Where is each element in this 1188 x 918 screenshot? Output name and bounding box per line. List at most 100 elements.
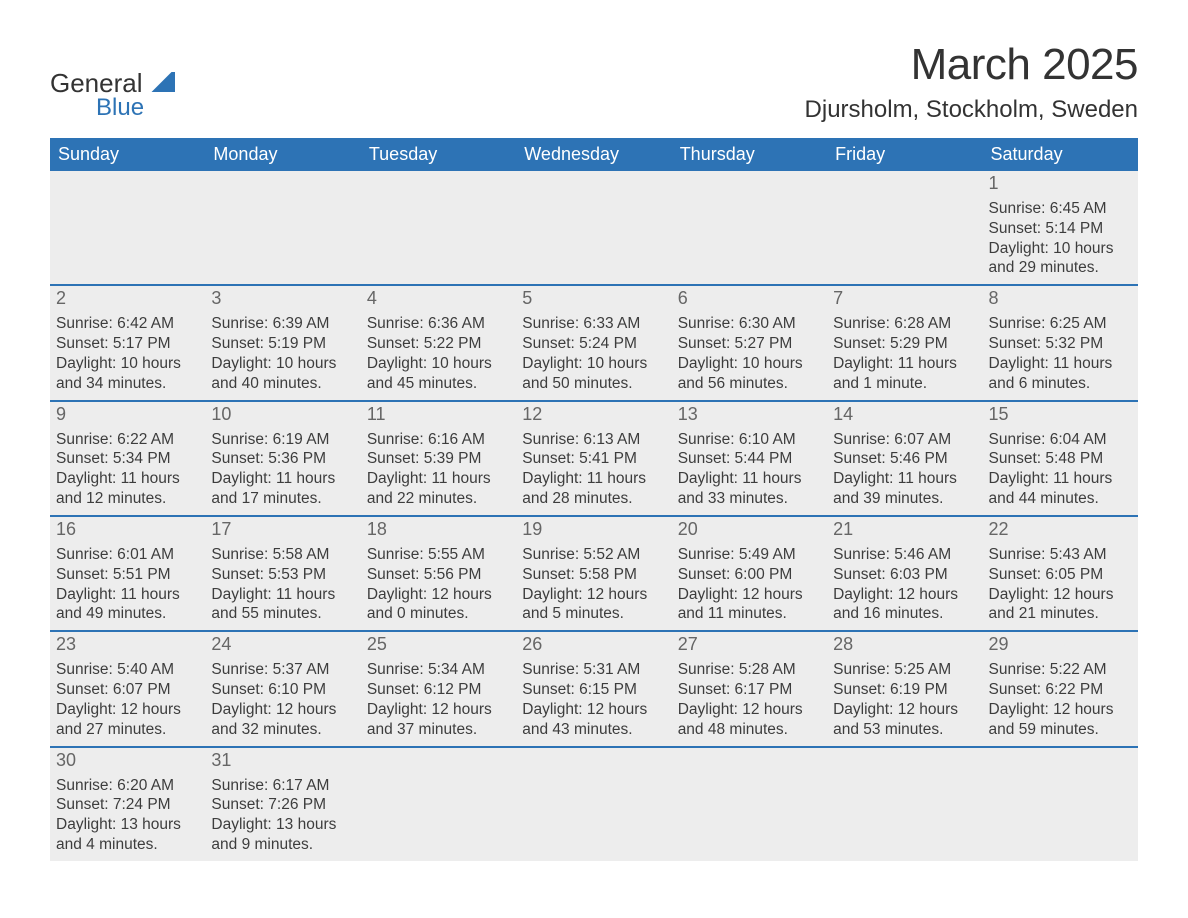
- calendar-cell: 19Sunrise: 5:52 AMSunset: 5:58 PMDayligh…: [516, 516, 671, 631]
- sunset-text: Sunset: 5:14 PM: [989, 219, 1132, 239]
- day-number-row: 2Sunrise: 6:42 AMSunset: 5:17 PMDaylight…: [50, 285, 1138, 400]
- sunset-text: Sunset: 5:32 PM: [989, 334, 1132, 354]
- day-number-row: 30Sunrise: 6:20 AMSunset: 7:24 PMDayligh…: [50, 747, 1138, 861]
- day-details: Sunrise: 6:19 AMSunset: 5:36 PMDaylight:…: [205, 428, 360, 515]
- daylight-text: Daylight: 10 hours and 50 minutes.: [522, 354, 665, 394]
- day-number: 18: [361, 517, 516, 543]
- sunrise-text: Sunrise: 5:40 AM: [56, 660, 199, 680]
- calendar-cell: 21Sunrise: 5:46 AMSunset: 6:03 PMDayligh…: [827, 516, 982, 631]
- location-subtitle: Djursholm, Stockholm, Sweden: [805, 96, 1138, 124]
- day-details: Sunrise: 6:30 AMSunset: 5:27 PMDaylight:…: [672, 312, 827, 399]
- calendar-cell: [827, 747, 982, 861]
- sunset-text: Sunset: 5:29 PM: [833, 334, 976, 354]
- day-number: 31: [205, 748, 360, 774]
- sunset-text: Sunset: 6:07 PM: [56, 680, 199, 700]
- calendar-cell: [516, 747, 671, 861]
- sunrise-text: Sunrise: 6:16 AM: [367, 430, 510, 450]
- sunset-text: Sunset: 5:17 PM: [56, 334, 199, 354]
- daylight-text: Daylight: 13 hours and 4 minutes.: [56, 815, 199, 855]
- day-number: 10: [205, 402, 360, 428]
- sunset-text: Sunset: 6:12 PM: [367, 680, 510, 700]
- sunset-text: Sunset: 5:24 PM: [522, 334, 665, 354]
- day-details: [205, 197, 360, 205]
- day-details: Sunrise: 6:07 AMSunset: 5:46 PMDaylight:…: [827, 428, 982, 515]
- day-details: Sunrise: 6:20 AMSunset: 7:24 PMDaylight:…: [50, 774, 205, 861]
- sunset-text: Sunset: 6:00 PM: [678, 565, 821, 585]
- sunset-text: Sunset: 5:34 PM: [56, 449, 199, 469]
- day-details: Sunrise: 6:10 AMSunset: 5:44 PMDaylight:…: [672, 428, 827, 515]
- weekday-header: Tuesday: [361, 138, 516, 171]
- day-details: Sunrise: 6:36 AMSunset: 5:22 PMDaylight:…: [361, 312, 516, 399]
- day-number: 22: [983, 517, 1138, 543]
- day-number: [516, 748, 671, 774]
- sunset-text: Sunset: 6:10 PM: [211, 680, 354, 700]
- calendar-cell: 6Sunrise: 6:30 AMSunset: 5:27 PMDaylight…: [672, 285, 827, 400]
- sunrise-text: Sunrise: 6:36 AM: [367, 314, 510, 334]
- day-number: [516, 171, 671, 197]
- day-details: Sunrise: 5:55 AMSunset: 5:56 PMDaylight:…: [361, 543, 516, 630]
- calendar-cell: 9Sunrise: 6:22 AMSunset: 5:34 PMDaylight…: [50, 401, 205, 516]
- calendar-cell: 13Sunrise: 6:10 AMSunset: 5:44 PMDayligh…: [672, 401, 827, 516]
- sunset-text: Sunset: 5:51 PM: [56, 565, 199, 585]
- sunrise-text: Sunrise: 6:22 AM: [56, 430, 199, 450]
- day-details: [361, 774, 516, 782]
- calendar-cell: [516, 171, 671, 285]
- sunrise-text: Sunrise: 6:04 AM: [989, 430, 1132, 450]
- weekday-header: Saturday: [983, 138, 1138, 171]
- calendar-table: Sunday Monday Tuesday Wednesday Thursday…: [50, 138, 1138, 861]
- calendar-cell: 7Sunrise: 6:28 AMSunset: 5:29 PMDaylight…: [827, 285, 982, 400]
- sunrise-text: Sunrise: 5:43 AM: [989, 545, 1132, 565]
- day-number: 3: [205, 286, 360, 312]
- sunrise-text: Sunrise: 5:52 AM: [522, 545, 665, 565]
- calendar-cell: 28Sunrise: 5:25 AMSunset: 6:19 PMDayligh…: [827, 631, 982, 746]
- day-number: 5: [516, 286, 671, 312]
- day-number: 26: [516, 632, 671, 658]
- day-number: [672, 171, 827, 197]
- sunrise-text: Sunrise: 6:07 AM: [833, 430, 976, 450]
- day-number: [361, 171, 516, 197]
- sunrise-text: Sunrise: 5:22 AM: [989, 660, 1132, 680]
- calendar-cell: 27Sunrise: 5:28 AMSunset: 6:17 PMDayligh…: [672, 631, 827, 746]
- day-number: 7: [827, 286, 982, 312]
- calendar-cell: 3Sunrise: 6:39 AMSunset: 5:19 PMDaylight…: [205, 285, 360, 400]
- day-details: [672, 197, 827, 205]
- day-details: Sunrise: 6:01 AMSunset: 5:51 PMDaylight:…: [50, 543, 205, 630]
- daylight-text: Daylight: 11 hours and 55 minutes.: [211, 585, 354, 625]
- daylight-text: Daylight: 10 hours and 45 minutes.: [367, 354, 510, 394]
- day-details: [983, 774, 1138, 782]
- day-number: 12: [516, 402, 671, 428]
- day-details: [516, 197, 671, 205]
- sunset-text: Sunset: 6:05 PM: [989, 565, 1132, 585]
- sunrise-text: Sunrise: 6:33 AM: [522, 314, 665, 334]
- sunrise-text: Sunrise: 5:28 AM: [678, 660, 821, 680]
- weekday-header: Thursday: [672, 138, 827, 171]
- calendar-cell: 22Sunrise: 5:43 AMSunset: 6:05 PMDayligh…: [983, 516, 1138, 631]
- day-number: 17: [205, 517, 360, 543]
- sunrise-text: Sunrise: 5:25 AM: [833, 660, 976, 680]
- calendar-cell: 30Sunrise: 6:20 AMSunset: 7:24 PMDayligh…: [50, 747, 205, 861]
- sunrise-text: Sunrise: 6:45 AM: [989, 199, 1132, 219]
- day-details: Sunrise: 6:45 AMSunset: 5:14 PMDaylight:…: [983, 197, 1138, 284]
- day-number: 19: [516, 517, 671, 543]
- sunset-text: Sunset: 6:03 PM: [833, 565, 976, 585]
- calendar-cell: 12Sunrise: 6:13 AMSunset: 5:41 PMDayligh…: [516, 401, 671, 516]
- day-details: Sunrise: 6:16 AMSunset: 5:39 PMDaylight:…: [361, 428, 516, 515]
- sunrise-text: Sunrise: 5:49 AM: [678, 545, 821, 565]
- day-details: [50, 197, 205, 205]
- day-details: Sunrise: 6:25 AMSunset: 5:32 PMDaylight:…: [983, 312, 1138, 399]
- day-number: [983, 748, 1138, 774]
- page-header: General Blue March 2025 Djursholm, Stock…: [50, 40, 1138, 124]
- daylight-text: Daylight: 12 hours and 32 minutes.: [211, 700, 354, 740]
- weekday-header: Sunday: [50, 138, 205, 171]
- sunrise-text: Sunrise: 6:39 AM: [211, 314, 354, 334]
- sunrise-text: Sunrise: 6:13 AM: [522, 430, 665, 450]
- day-number: [205, 171, 360, 197]
- day-details: Sunrise: 5:43 AMSunset: 6:05 PMDaylight:…: [983, 543, 1138, 630]
- day-number: 8: [983, 286, 1138, 312]
- daylight-text: Daylight: 12 hours and 5 minutes.: [522, 585, 665, 625]
- calendar-cell: 2Sunrise: 6:42 AMSunset: 5:17 PMDaylight…: [50, 285, 205, 400]
- sunrise-text: Sunrise: 6:25 AM: [989, 314, 1132, 334]
- calendar-cell: 17Sunrise: 5:58 AMSunset: 5:53 PMDayligh…: [205, 516, 360, 631]
- day-details: Sunrise: 6:39 AMSunset: 5:19 PMDaylight:…: [205, 312, 360, 399]
- day-number: 28: [827, 632, 982, 658]
